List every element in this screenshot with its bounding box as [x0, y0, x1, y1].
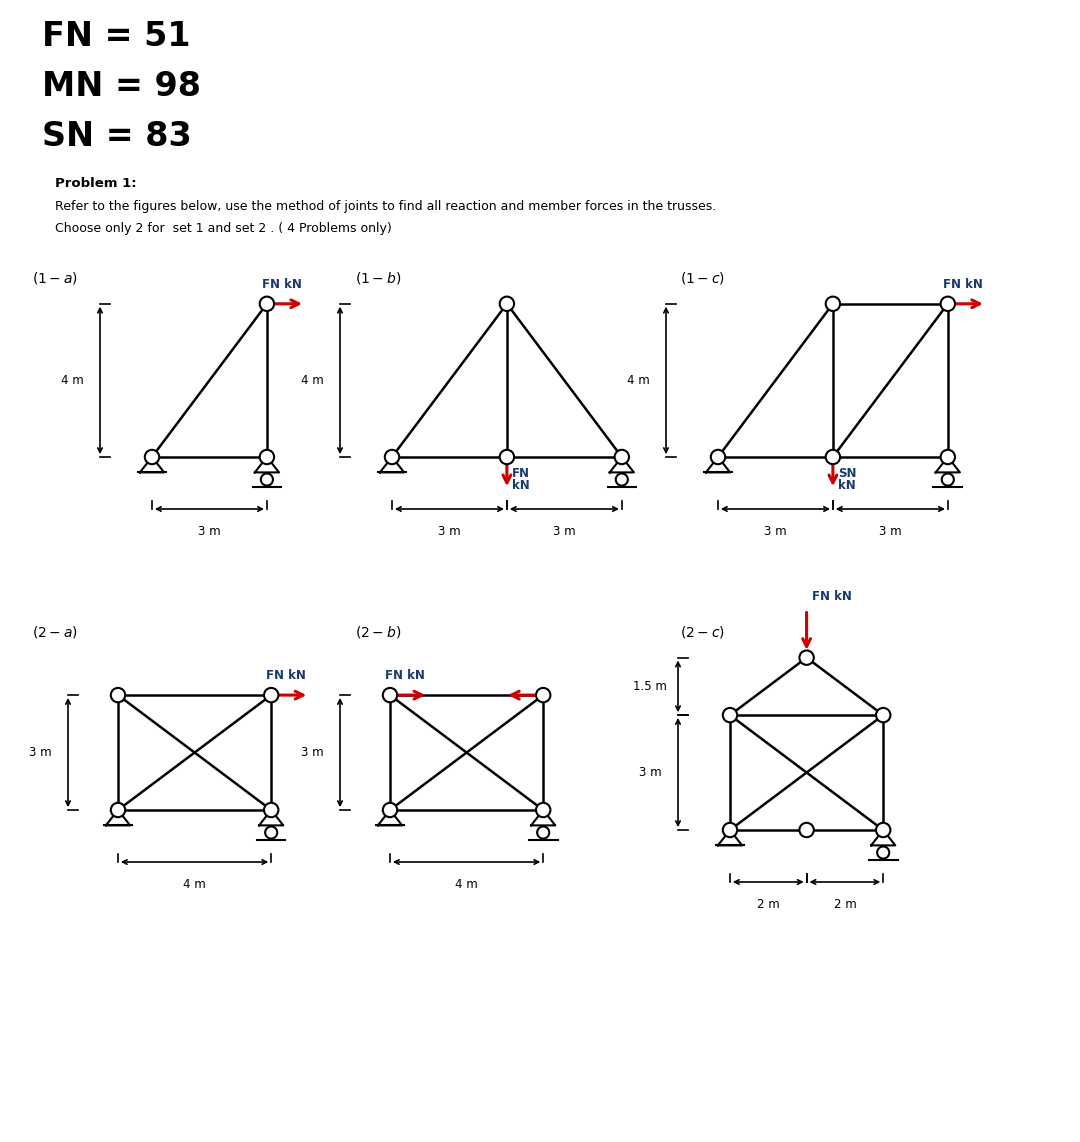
Circle shape: [500, 297, 514, 311]
Circle shape: [799, 822, 814, 837]
Circle shape: [877, 846, 889, 859]
Text: Choose only 2 for  set 1 and set 2 . ( 4 Problems only): Choose only 2 for set 1 and set 2 . ( 4 …: [55, 222, 392, 235]
Circle shape: [723, 822, 738, 837]
Text: kN: kN: [512, 478, 529, 492]
Text: 4 m: 4 m: [626, 373, 649, 387]
Text: 4 m: 4 m: [60, 373, 83, 387]
Text: MN = 98: MN = 98: [42, 70, 201, 103]
Text: 3 m: 3 m: [438, 525, 461, 538]
Text: 3 m: 3 m: [29, 746, 52, 759]
Text: $(2-b)$: $(2-b)$: [355, 624, 402, 640]
Circle shape: [723, 708, 738, 722]
Circle shape: [111, 803, 125, 818]
Polygon shape: [259, 810, 283, 826]
Circle shape: [384, 450, 400, 464]
Text: $(1-b)$: $(1-b)$: [355, 270, 402, 286]
Text: SN: SN: [838, 467, 856, 480]
Text: 3 m: 3 m: [198, 525, 220, 538]
Text: 4 m: 4 m: [456, 878, 478, 891]
Circle shape: [145, 450, 159, 464]
Circle shape: [941, 450, 955, 464]
Polygon shape: [140, 457, 164, 473]
Text: 4 m: 4 m: [300, 373, 323, 387]
Polygon shape: [531, 810, 555, 826]
Text: 3 m: 3 m: [879, 525, 902, 538]
Circle shape: [537, 827, 550, 838]
Text: 1.5 m: 1.5 m: [633, 679, 667, 693]
Circle shape: [266, 827, 278, 838]
Text: FN kN: FN kN: [943, 278, 983, 291]
Polygon shape: [106, 810, 130, 826]
Polygon shape: [935, 457, 960, 473]
Circle shape: [941, 297, 955, 311]
Circle shape: [382, 687, 397, 702]
Text: FN: FN: [512, 467, 530, 480]
Circle shape: [876, 822, 890, 837]
Text: FN kN: FN kN: [384, 669, 424, 682]
Text: SN = 83: SN = 83: [42, 120, 192, 153]
Text: FN = 51: FN = 51: [42, 21, 190, 53]
Circle shape: [259, 297, 274, 311]
Text: 2 m: 2 m: [834, 898, 856, 911]
Text: Refer to the figures below, use the method of joints to find all reaction and me: Refer to the figures below, use the meth…: [55, 200, 716, 214]
Circle shape: [111, 687, 125, 702]
Text: $(1-a)$: $(1-a)$: [32, 270, 78, 286]
Circle shape: [382, 803, 397, 818]
Circle shape: [876, 708, 890, 722]
Circle shape: [826, 297, 840, 311]
Circle shape: [799, 651, 814, 665]
Circle shape: [536, 687, 551, 702]
Circle shape: [826, 450, 840, 464]
Text: 3 m: 3 m: [638, 766, 661, 779]
Polygon shape: [610, 457, 634, 473]
Text: $(2-a)$: $(2-a)$: [32, 624, 78, 640]
Polygon shape: [718, 830, 742, 845]
Text: kN: kN: [838, 478, 855, 492]
Circle shape: [536, 803, 551, 818]
Circle shape: [259, 450, 274, 464]
Text: Problem 1:: Problem 1:: [55, 177, 137, 190]
Circle shape: [615, 450, 629, 464]
Text: FN kN: FN kN: [266, 669, 306, 682]
Text: FN kN: FN kN: [262, 278, 301, 291]
Text: 3 m: 3 m: [300, 746, 323, 759]
Text: 2 m: 2 m: [757, 898, 780, 911]
Circle shape: [264, 803, 279, 818]
Polygon shape: [378, 810, 402, 826]
Circle shape: [500, 450, 514, 464]
Circle shape: [942, 474, 954, 485]
Polygon shape: [872, 830, 895, 845]
Circle shape: [261, 474, 273, 485]
Text: $(2-c)$: $(2-c)$: [680, 624, 725, 640]
Text: FN kN: FN kN: [811, 589, 851, 603]
Text: 3 m: 3 m: [553, 525, 576, 538]
Text: 3 m: 3 m: [765, 525, 786, 538]
Text: $(1-c)$: $(1-c)$: [680, 270, 725, 286]
Circle shape: [264, 687, 279, 702]
Circle shape: [711, 450, 725, 464]
Circle shape: [616, 474, 627, 485]
Polygon shape: [380, 457, 404, 473]
Text: 4 m: 4 m: [184, 878, 206, 891]
Polygon shape: [255, 457, 279, 473]
Polygon shape: [706, 457, 730, 473]
